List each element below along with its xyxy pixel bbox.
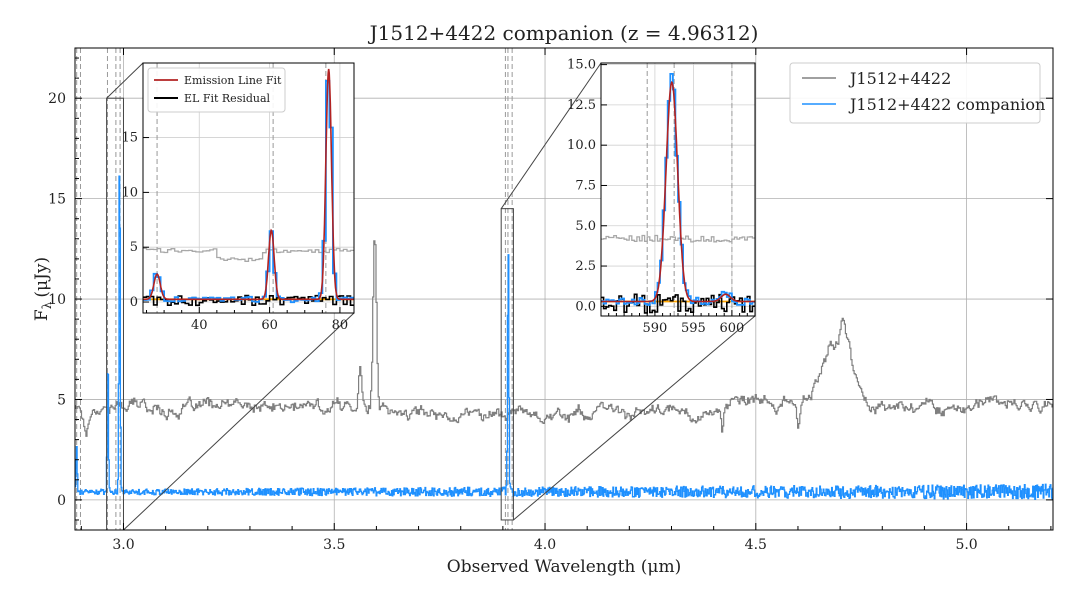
x-tick-label: 3.0 bbox=[112, 537, 134, 553]
inset-y-tick-label: 0 bbox=[130, 295, 138, 310]
main-axis-ticks: 3.0 3.5 4.0 4.5 5.0 0 5 10 15 20 bbox=[48, 48, 1053, 553]
zoom-connector bbox=[123, 312, 355, 531]
chart-title: J1512+4422 companion (z = 4.96312) bbox=[368, 21, 759, 45]
inset1-legend: Emission Line Fit EL Fit Residual bbox=[147, 67, 286, 113]
main-plot-frame bbox=[74, 47, 1054, 531]
y-axis-label: Fλ (μJy) bbox=[32, 257, 54, 321]
inset-y-tick-label: 5.0 bbox=[575, 219, 596, 234]
inset-host-step bbox=[601, 234, 755, 243]
svg-text:Fλ(μJy): Fλ (μJy) bbox=[32, 257, 54, 321]
inset1-legend-frame bbox=[147, 67, 286, 113]
inset-x-tick-label: 40 bbox=[191, 318, 208, 333]
inset1-legend-label-residual: EL Fit Residual bbox=[184, 92, 271, 105]
y-tick-label: 0 bbox=[57, 493, 66, 509]
x-tick-label: 4.5 bbox=[745, 537, 767, 553]
x-tick-label: 4.0 bbox=[534, 537, 556, 553]
inset-x-tick-label: 600 bbox=[719, 321, 744, 336]
y-tick-label: 20 bbox=[48, 91, 66, 107]
inset-y-tick-label: 15 bbox=[121, 131, 138, 146]
zoom-connector bbox=[513, 315, 756, 521]
inset2-series bbox=[601, 63, 755, 316]
series-host-line bbox=[75, 240, 1053, 437]
inset-y-tick-label: 15.0 bbox=[567, 58, 596, 73]
y-axis-label-unit: (μJy) bbox=[32, 257, 52, 298]
inset-x-tick-label: 595 bbox=[681, 321, 706, 336]
y-tick-label: 15 bbox=[48, 192, 66, 208]
inset-fit-curve bbox=[143, 68, 354, 301]
inset2-axis-ticks: 590 595 600 0.0 2.5 5.0 7.5 10.0 12.5 15.0 bbox=[567, 58, 756, 336]
inset-residual-step bbox=[601, 293, 755, 314]
inset-fit-curve bbox=[601, 80, 755, 303]
y-tick-label: 5 bbox=[57, 392, 66, 408]
inset-x-tick-label: 590 bbox=[642, 321, 667, 336]
inset-y-tick-label: 7.5 bbox=[575, 178, 596, 193]
y-tick-label: 10 bbox=[48, 292, 66, 308]
legend-frame bbox=[789, 62, 1041, 124]
x-tick-label: 3.5 bbox=[323, 537, 345, 553]
zoom-connector bbox=[106, 62, 144, 99]
legend-label-companion: J1512+4422 companion bbox=[848, 95, 1045, 114]
inset-y-tick-label: 12.5 bbox=[567, 98, 596, 113]
inset1-frame bbox=[142, 62, 355, 314]
zoom-box-2 bbox=[500, 208, 514, 521]
inset-y-tick-label: 10 bbox=[121, 185, 138, 200]
y-axis-label-main: F bbox=[32, 309, 52, 321]
inset-y-tick-label: 5 bbox=[130, 240, 138, 255]
inset-companion-step bbox=[601, 73, 755, 306]
legend-label-host: J1512+4422 bbox=[848, 69, 951, 88]
inset-y-tick-label: 10.0 bbox=[567, 138, 596, 153]
x-tick-label: 5.0 bbox=[955, 537, 977, 553]
main-legend: J1512+4422 J1512+4422 companion bbox=[789, 62, 1045, 124]
inset-x-tick-label: 60 bbox=[261, 318, 278, 333]
inset-host-step bbox=[143, 247, 354, 262]
inset1-legend-label-fit: Emission Line Fit bbox=[184, 74, 282, 87]
inset-y-tick-label: 0.0 bbox=[575, 299, 596, 314]
inset1-axis-ticks: 40 60 80 0 5 10 15 bbox=[121, 131, 348, 333]
x-axis-label: Observed Wavelength (μm) bbox=[447, 557, 681, 577]
zoom-connector bbox=[500, 62, 602, 209]
inset-y-tick-label: 2.5 bbox=[575, 259, 596, 274]
y-axis-label-sub: λ bbox=[40, 301, 54, 309]
series-companion-line bbox=[75, 175, 1053, 500]
inset-x-tick-label: 80 bbox=[332, 318, 349, 333]
main-series bbox=[75, 175, 1053, 500]
